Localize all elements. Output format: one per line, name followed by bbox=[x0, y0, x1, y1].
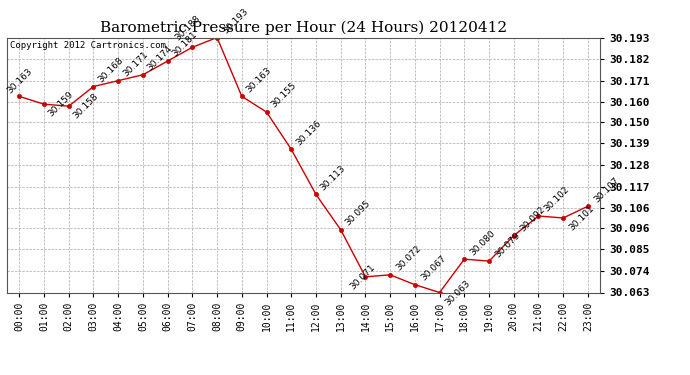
Text: 30.159: 30.159 bbox=[47, 90, 75, 119]
Text: 30.174: 30.174 bbox=[146, 44, 175, 73]
Text: 30.188: 30.188 bbox=[173, 13, 201, 42]
Text: 30.067: 30.067 bbox=[419, 254, 448, 282]
Text: 30.071: 30.071 bbox=[348, 262, 377, 291]
Text: 30.136: 30.136 bbox=[294, 118, 323, 147]
Text: 30.063: 30.063 bbox=[444, 278, 473, 307]
Text: 30.079: 30.079 bbox=[493, 230, 522, 259]
Text: 30.107: 30.107 bbox=[592, 175, 621, 204]
Text: 30.155: 30.155 bbox=[269, 81, 298, 110]
Text: 30.101: 30.101 bbox=[567, 204, 596, 232]
Text: 30.092: 30.092 bbox=[518, 205, 546, 234]
Text: 30.095: 30.095 bbox=[344, 199, 372, 228]
Text: Copyright 2012 Cartronics.com: Copyright 2012 Cartronics.com bbox=[10, 41, 166, 50]
Text: 30.193: 30.193 bbox=[221, 7, 250, 35]
Title: Barometric Pressure per Hour (24 Hours) 20120412: Barometric Pressure per Hour (24 Hours) … bbox=[100, 21, 507, 35]
Text: 30.171: 30.171 bbox=[121, 50, 150, 78]
Text: 30.163: 30.163 bbox=[6, 67, 34, 96]
Text: 30.181: 30.181 bbox=[170, 30, 199, 59]
Text: 30.168: 30.168 bbox=[96, 56, 125, 84]
Text: 30.163: 30.163 bbox=[244, 66, 273, 94]
Text: 30.113: 30.113 bbox=[319, 164, 348, 192]
Text: 30.102: 30.102 bbox=[542, 185, 571, 214]
Text: 30.158: 30.158 bbox=[72, 92, 100, 121]
Text: 30.072: 30.072 bbox=[394, 244, 423, 273]
Text: 30.080: 30.080 bbox=[469, 228, 497, 257]
